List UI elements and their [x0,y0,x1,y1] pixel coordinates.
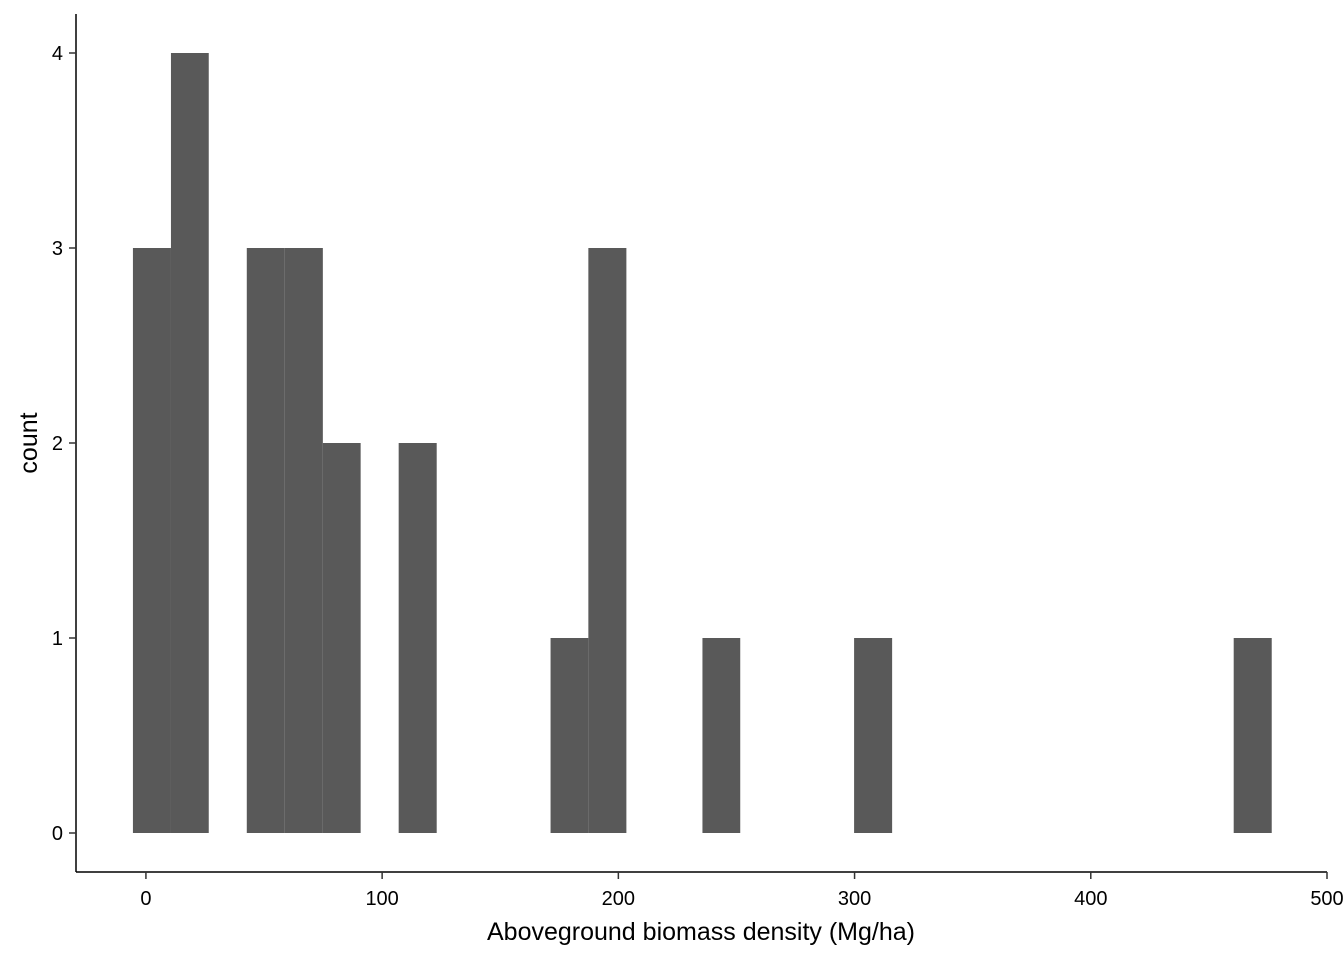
y-tick-label: 0 [52,823,63,845]
x-axis-title: Aboveground biomass density (Mg/ha) [487,918,915,946]
x-tick-label: 300 [838,888,871,910]
bar [550,638,589,833]
x-tick-label: 500 [1310,888,1343,910]
bar [1233,638,1272,833]
y-tick-label: 4 [52,43,63,65]
x-tick-label: 0 [140,888,151,910]
y-axis-title: count [15,412,43,473]
bar [588,248,627,833]
bar [854,638,893,833]
x-tick-label: 200 [602,888,635,910]
bar [702,638,741,833]
bar [132,248,171,833]
bar [398,443,437,833]
y-tick-label: 3 [52,238,63,260]
y-tick-label: 2 [52,433,63,455]
x-tick-label: 400 [1074,888,1107,910]
bar [246,248,285,833]
x-tick-label: 100 [365,888,398,910]
bar [322,443,361,833]
bar [284,248,323,833]
bar [170,53,209,833]
y-tick-label: 1 [52,628,63,650]
